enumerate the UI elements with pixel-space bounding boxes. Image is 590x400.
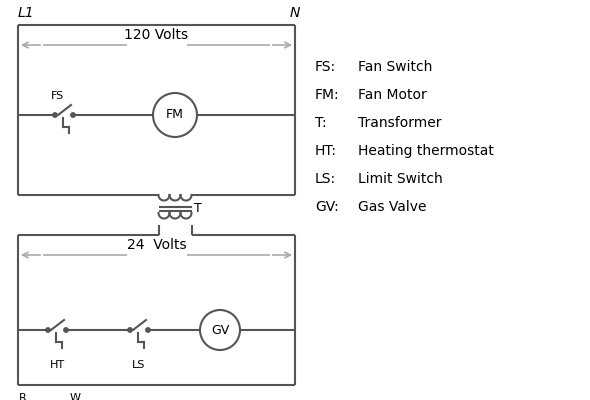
Text: HT: HT [50,360,64,370]
Circle shape [53,113,57,117]
Text: 24  Volts: 24 Volts [127,238,186,252]
Text: Fan Switch: Fan Switch [358,60,432,74]
Text: Transformer: Transformer [358,116,441,130]
Text: Limit Switch: Limit Switch [358,172,442,186]
Text: FS: FS [50,91,64,101]
Text: HT:: HT: [315,144,337,158]
Text: Fan Motor: Fan Motor [358,88,427,102]
Text: GV:: GV: [315,200,339,214]
Text: LS: LS [132,360,146,370]
Text: FM: FM [166,108,184,122]
Text: FM:: FM: [315,88,340,102]
Text: GV: GV [211,324,229,336]
Text: W: W [70,393,81,400]
Text: R: R [19,393,27,400]
Text: FS:: FS: [315,60,336,74]
Text: T: T [195,202,202,216]
Text: N: N [290,6,300,20]
Text: T:: T: [315,116,327,130]
Text: L1: L1 [18,6,35,20]
Circle shape [71,113,75,117]
Text: Gas Valve: Gas Valve [358,200,427,214]
Text: 120 Volts: 120 Volts [124,28,189,42]
Circle shape [64,328,68,332]
Circle shape [146,328,150,332]
Text: Heating thermostat: Heating thermostat [358,144,494,158]
Text: LS:: LS: [315,172,336,186]
Circle shape [46,328,50,332]
Circle shape [128,328,132,332]
